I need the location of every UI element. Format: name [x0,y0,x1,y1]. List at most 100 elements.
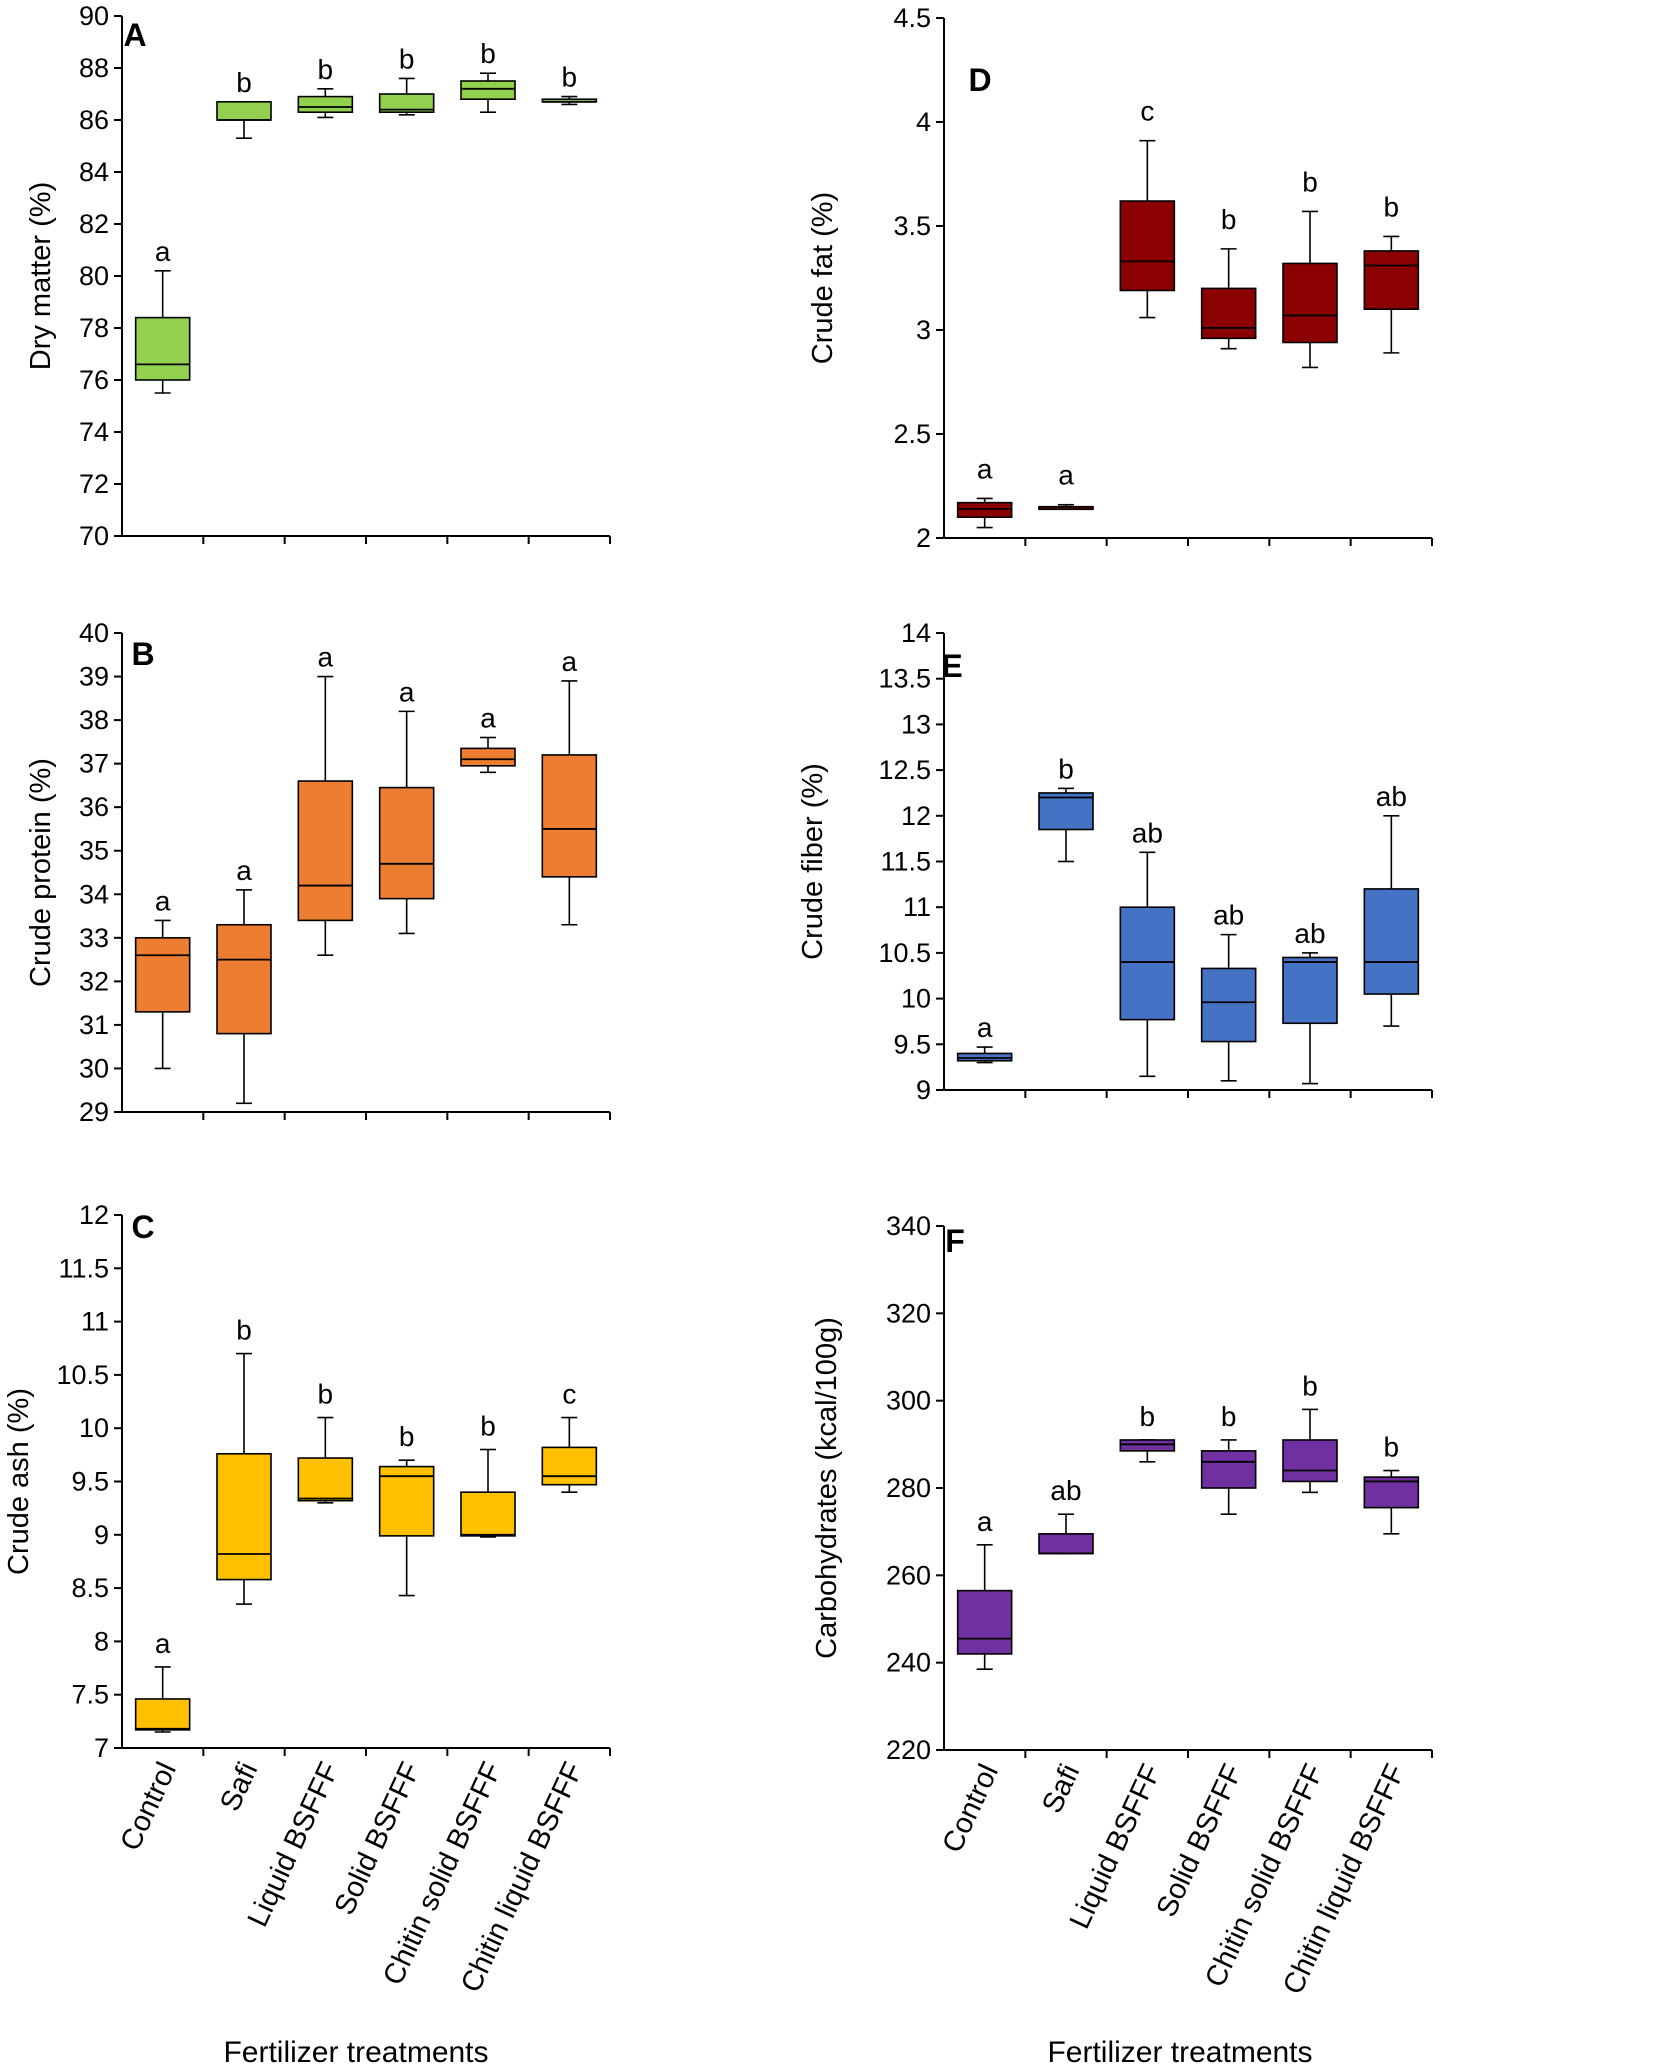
y-tick-label: 9.5 [893,1029,931,1059]
panel-f: 220 240 260 280 300 320 340 Carbohydrates (kcal… [811,1211,1433,1765]
significance-label: c [1140,96,1154,127]
significance-label: a [318,642,334,673]
significance-label: b [318,1379,334,1410]
box-body [956,1052,1013,1062]
y-tick-label: 10.5 [56,1360,109,1390]
y-tick-label: 13.5 [878,664,931,694]
significance-label: b [480,38,496,69]
y-tick-label: 9 [916,1075,931,1105]
box-control: a [134,885,191,1070]
box-body [1119,906,1176,1021]
significance-label: b [1221,204,1237,235]
panel-e: 9 9.5 10 10.5 11 11.5 12 12.5 13 13.5 14 Crude fibe… [797,618,1433,1105]
category-label-control: Control [936,1759,1005,1857]
significance-label: b [318,54,334,85]
box-body [1119,1439,1176,1452]
box-chitin-liquid-bsfff: b [1363,1432,1420,1535]
box-body [297,95,354,113]
box-chitin-solid-bsfff: a [460,703,516,774]
y-tick-label: 4 [916,107,931,137]
y-tick-label: 35 [79,836,109,866]
panel-c: 7 7.5 8 8.5 9 9.5 10 10.5 11 11.5 12 Crude ash (%) C… [3,1200,611,1763]
box-chitin-liquid-bsfff: c [541,1379,598,1493]
box-solid-bsfff: ab [1200,900,1257,1082]
y-tick-label: 280 [886,1473,931,1503]
y-tick-label: 4.5 [893,3,931,33]
box-body [378,1465,435,1537]
y-tick-label: 34 [79,879,109,909]
y-tick-label: 78 [79,313,109,343]
y-tick-label: 13 [901,709,931,739]
box-body [297,1457,354,1502]
box-body [460,747,516,767]
y-tick-label: 9.5 [71,1467,109,1497]
panel-letter: E [941,648,962,684]
y-axis-title: Carbohydrates (kcal/100g) [811,1317,843,1659]
box-liquid-bsfff: b [297,1379,354,1504]
y-tick-label: 7 [94,1733,109,1763]
y-tick-label: 86 [79,105,109,135]
y-tick-label: 80 [79,261,109,291]
box-safi: ab [1038,1475,1094,1555]
y-tick-label: 240 [886,1648,931,1678]
box-chitin-solid-bsfff: b [1282,166,1338,369]
box-body [1200,967,1257,1043]
y-tick-label: 220 [886,1735,931,1765]
significance-label: b [1140,1401,1156,1432]
box-solid-bsfff: b [378,43,435,116]
box-body [134,1698,191,1731]
y-tick-label: 76 [79,365,109,395]
box-body [1038,792,1094,831]
significance-label: a [236,855,252,886]
y-tick-label: 74 [79,417,109,447]
y-tick-label: 9 [94,1520,109,1550]
significance-label: b [1384,191,1400,222]
box-control: a [134,236,191,394]
significance-label: b [1221,1401,1237,1432]
category-label-safi: Safi [214,1757,264,1816]
y-tick-label: 39 [79,662,109,692]
y-tick-label: 3 [916,315,931,345]
significance-label: ab [1213,900,1244,931]
panel-b: 29 30 31 32 33 34 35 36 37 38 39 40 Crude protein (%… [25,618,611,1127]
y-tick-label: 12 [79,1200,109,1230]
box-body [956,501,1013,519]
significance-label: b [236,1315,252,1346]
y-axis-title: Dry matter (%) [25,182,57,371]
y-axis-title: Crude fat (%) [807,192,839,364]
y-tick-label: 36 [79,792,109,822]
y-tick-label: 12 [901,801,931,831]
category-label-solid-bsfff: Solid BSFFF [329,1757,427,1919]
y-tick-label: 10.5 [878,938,931,968]
significance-label: b [399,43,415,74]
box-liquid-bsfff: a [297,642,354,957]
y-tick-label: 14 [901,618,931,648]
significance-label: b [1302,166,1318,197]
significance-label: a [977,1012,993,1043]
panel-letter: A [123,17,146,53]
box-safi: a [216,855,272,1105]
y-tick-label: 37 [79,749,109,779]
significance-label: ab [1376,781,1407,812]
box-solid-bsfff: a [378,676,435,935]
box-body [1038,1533,1094,1555]
significance-label: b [1384,1432,1400,1463]
box-body [216,101,272,121]
panel-letter: F [945,1223,965,1259]
box-body [956,1589,1013,1655]
y-tick-label: 40 [79,618,109,648]
significance-label: b [399,1421,415,1452]
box-solid-bsfff: b [378,1421,435,1597]
significance-label: a [155,1628,171,1659]
box-liquid-bsfff: ab [1119,817,1176,1078]
box-control: a [956,1506,1013,1671]
box-body [1282,262,1338,344]
significance-label: a [480,703,496,734]
y-tick-label: 88 [79,53,109,83]
y-tick-label: 29 [79,1097,109,1127]
significance-label: b [480,1411,496,1442]
significance-label: b [562,62,578,93]
significance-label: c [562,1379,576,1410]
y-tick-label: 84 [79,157,109,187]
panel-letter: B [131,636,154,672]
